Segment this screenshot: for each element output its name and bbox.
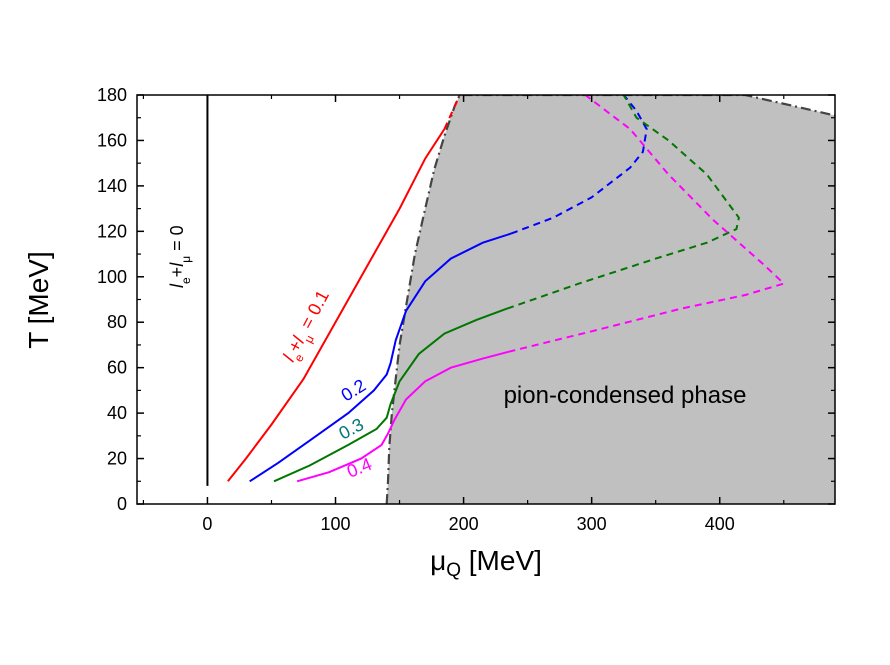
series-0.4-dashed-line — [508, 95, 786, 353]
y-tick-label-180: 180 — [97, 85, 127, 105]
y-tick-label-100: 100 — [97, 267, 127, 287]
series-layer — [206, 95, 786, 486]
y-tick-label-120: 120 — [97, 221, 127, 241]
y-tick-label-160: 160 — [97, 130, 127, 150]
x-tick-label-200: 200 — [449, 514, 479, 534]
series-0.4-solid-line — [296, 350, 509, 483]
series-0.1-dashed-line — [443, 95, 461, 130]
x-tick-label-400: 400 — [705, 514, 735, 534]
zero-line-label: le+lμ = 0 — [167, 225, 193, 288]
y-tick-label-80: 80 — [107, 312, 127, 332]
y-tick-label-60: 60 — [107, 358, 127, 378]
region-layer — [385, 95, 835, 504]
x-tick-label-0: 0 — [202, 514, 212, 534]
y-tick-label-20: 20 — [107, 449, 127, 469]
series-0.1-solid-line — [227, 128, 446, 482]
phase-boundary-line — [385, 95, 835, 504]
series-0.2-dashed-line — [510, 95, 648, 235]
y-tick-label-140: 140 — [97, 176, 127, 196]
pion-condensed-phase-label: pion-condensed phase — [504, 382, 747, 409]
y-axis-title: T [MeV] — [23, 251, 54, 349]
x-tick-label-100: 100 — [320, 514, 350, 534]
x-tick-label-300: 300 — [577, 514, 607, 534]
y-tick-label-0: 0 — [117, 494, 127, 514]
pion-condensed-region — [386, 95, 835, 504]
axis-ticks: 0 100 200 300 400 0 20 40 60 80 100 120 140 160 180 — [97, 85, 835, 534]
x-axis-title: μQ [MeV] — [430, 545, 542, 581]
y-tick-label-40: 40 — [107, 403, 127, 423]
series-0.3-solid-line — [273, 307, 508, 483]
series-0.2-solid-line — [249, 232, 512, 483]
